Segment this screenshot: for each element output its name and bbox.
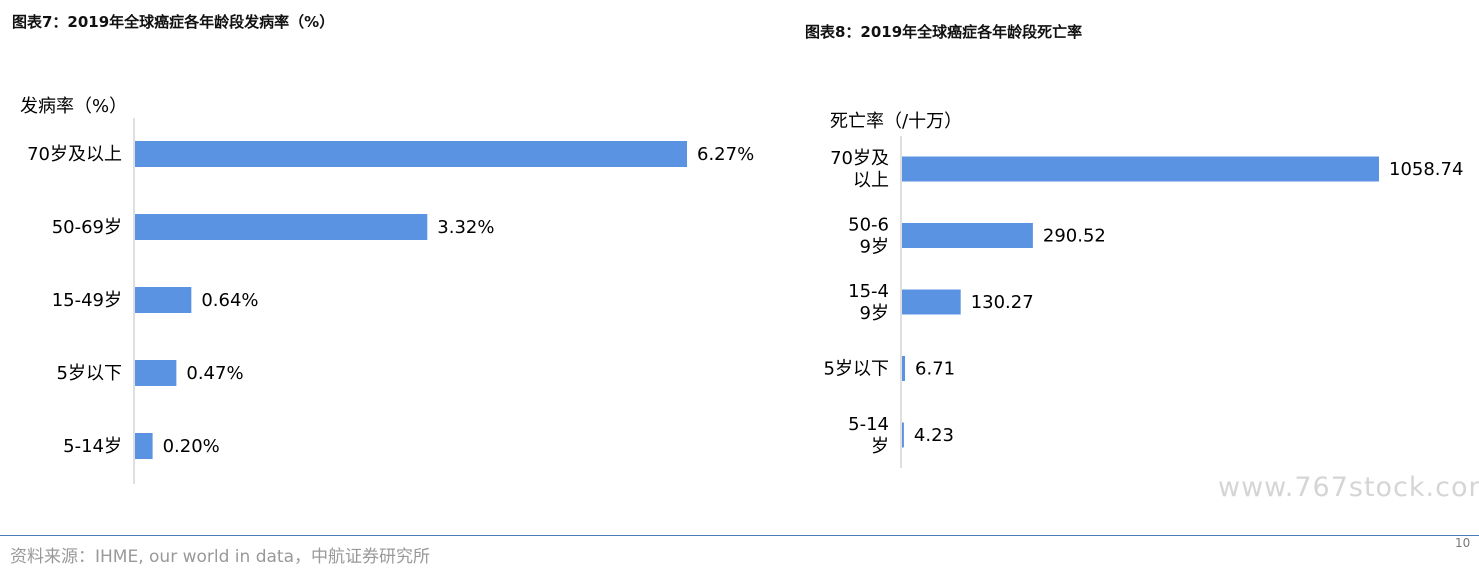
page-number: 10 [1455, 536, 1471, 550]
category-label-2: 15-49岁 [52, 290, 122, 311]
chart2-axis-title: 死亡率（/十万） [830, 111, 963, 132]
category-label-4: 岁 [871, 436, 889, 457]
bar-0 [135, 141, 687, 167]
category-label-1: 9岁 [860, 237, 889, 258]
bar-2 [135, 287, 192, 313]
data-label-3: 6.71 [915, 359, 955, 380]
category-label-2: 15-4 [848, 281, 889, 302]
category-label-0: 70岁及 [830, 148, 889, 169]
category-label-0: 70岁及以上 [27, 144, 122, 165]
bar-1 [902, 223, 1033, 248]
bar-4 [135, 433, 153, 459]
bar-2 [902, 289, 961, 315]
bar-1 [135, 214, 428, 240]
category-label-1: 50-69岁 [52, 217, 122, 238]
data-label-2: 130.27 [971, 292, 1034, 313]
data-label-4: 0.20% [163, 436, 220, 457]
category-label-3: 5岁以下 [824, 359, 889, 380]
source-note: 资料来源：IHME, our world in data，中航证券研究所 [10, 547, 430, 567]
data-label-1: 3.32% [437, 217, 494, 238]
data-label-4: 4.23 [914, 425, 954, 446]
category-label-3: 5岁以下 [57, 363, 122, 384]
category-label-4: 5-14岁 [63, 436, 122, 457]
category-label-2: 9岁 [860, 303, 889, 324]
data-label-0: 1058.74 [1389, 159, 1463, 180]
bar-3 [902, 356, 906, 381]
category-label-0: 以上 [853, 170, 889, 191]
footer-divider [0, 535, 1479, 536]
data-label-0: 6.27% [697, 144, 754, 165]
chart1-axis-title: 发病率（%） [20, 96, 128, 117]
chart1-title: 图表7：2019年全球癌症各年龄段发病率（%） [12, 13, 335, 31]
data-label-1: 290.52 [1043, 226, 1106, 247]
bar-4 [902, 422, 904, 448]
chart2-title: 图表8：2019年全球癌症各年龄段死亡率 [805, 23, 1083, 41]
data-label-2: 0.64% [201, 290, 258, 311]
watermark: www.767stock.com [1218, 472, 1479, 503]
category-label-1: 50-6 [848, 215, 889, 236]
bar-0 [902, 156, 1379, 182]
category-label-4: 5-14 [848, 414, 889, 435]
bar-3 [135, 360, 177, 386]
data-label-3: 0.47% [186, 363, 243, 384]
